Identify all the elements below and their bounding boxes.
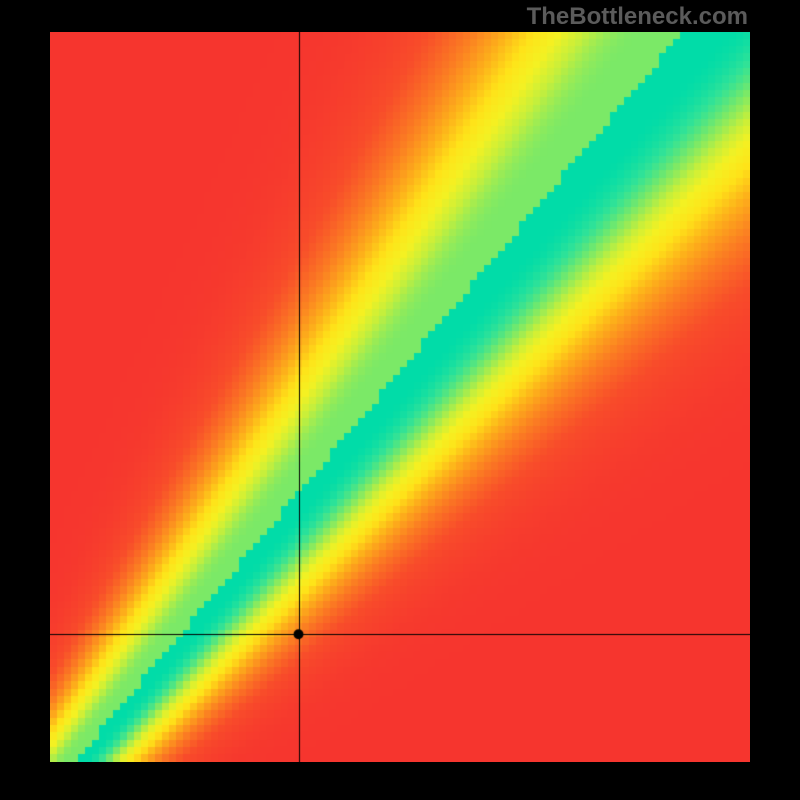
bottleneck-heatmap: [50, 32, 750, 762]
watermark-text: TheBottleneck.com: [527, 3, 748, 31]
chart-container: TheBottleneck.com: [0, 0, 800, 800]
